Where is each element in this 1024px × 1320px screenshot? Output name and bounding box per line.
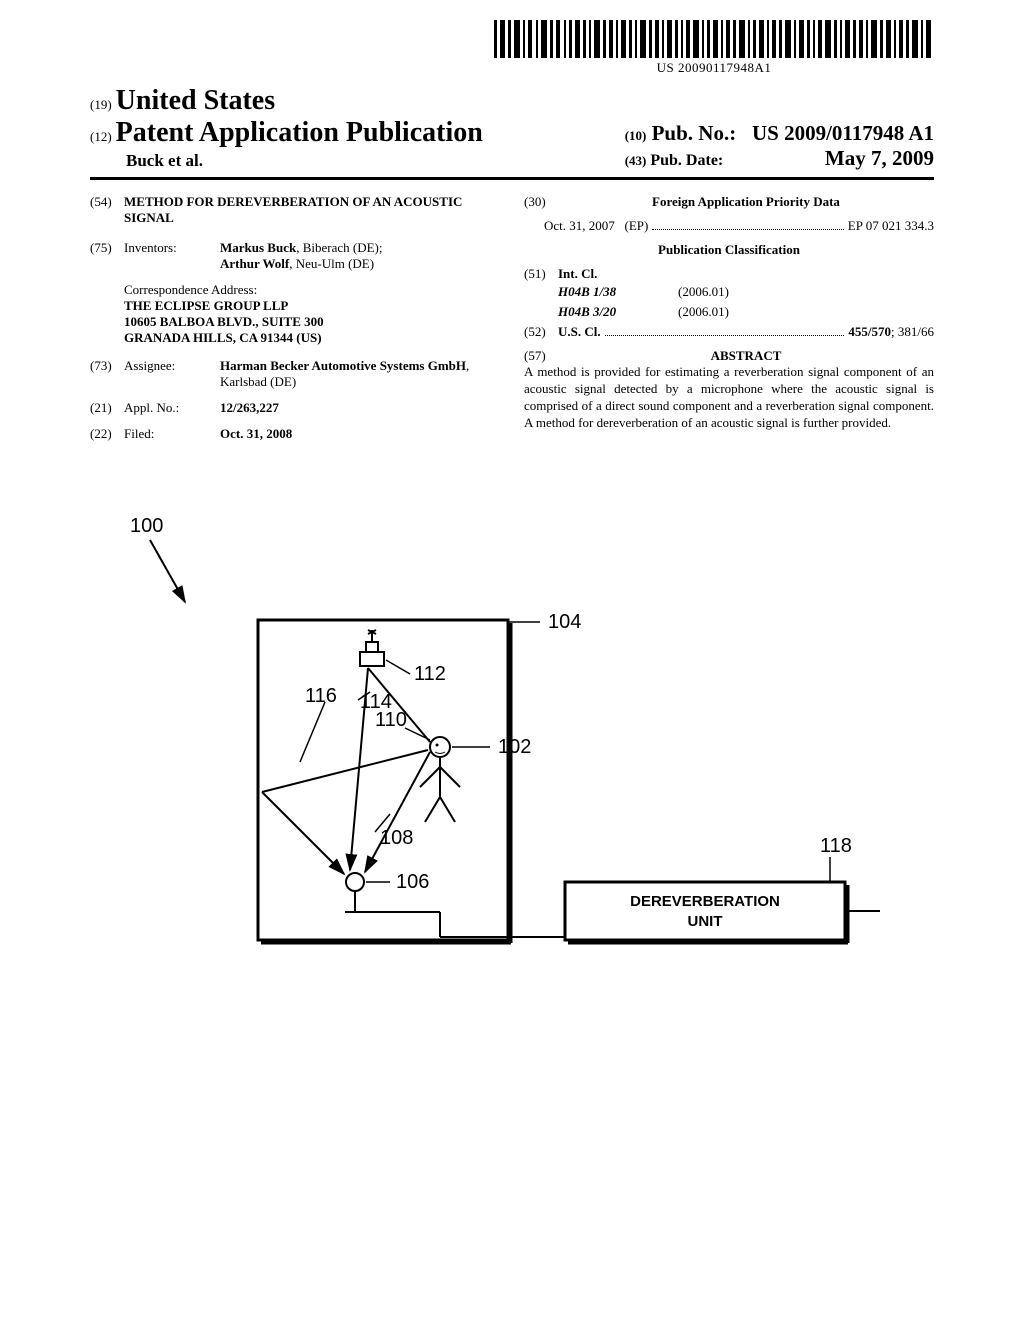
field-73: (73) (90, 358, 124, 374)
pub-date: May 7, 2009 (825, 146, 934, 171)
foreign-country: (EP) (625, 218, 649, 234)
field-30: (30) (524, 194, 558, 218)
field-10: (10) (625, 128, 647, 143)
pub-no-label: Pub. No.: (652, 121, 737, 145)
biblio-columns: (54) METHOD FOR DEREVERBERATION OF AN AC… (90, 194, 934, 452)
field-43: (43) (625, 153, 647, 168)
intcl-label: Int. Cl. (558, 266, 597, 281)
filed-date: Oct. 31, 2008 (220, 426, 292, 441)
field-22: (22) (90, 426, 124, 442)
header-left: (19) United States (12) Patent Applicati… (90, 85, 483, 171)
inventors-value: Markus Buck, Biberach (DE); Arthur Wolf,… (220, 240, 500, 272)
intcl-2-date: (2006.01) (678, 304, 729, 320)
inventor-2: Arthur Wolf (220, 256, 289, 271)
assignee-value: Harman Becker Automotive Systems GmbH, K… (220, 358, 500, 390)
field-21: (21) (90, 400, 124, 416)
intcl-1-date: (2006.01) (678, 284, 729, 300)
corr-line-1: THE ECLIPSE GROUP LLP (124, 298, 288, 313)
abstract-text: A method is provided for estimating a re… (524, 364, 934, 432)
abstract-heading: ABSTRACT (558, 348, 934, 364)
inventor-1: Markus Buck (220, 240, 296, 255)
ref-118: 118 (820, 835, 852, 857)
ref-104: 104 (548, 611, 581, 633)
field-19: (19) (90, 97, 112, 112)
figure-svg: 100 104 112 (90, 502, 934, 972)
assignee-label: Assignee: (124, 358, 220, 374)
left-column: (54) METHOD FOR DEREVERBERATION OF AN AC… (90, 194, 500, 452)
authors: Buck et al. (126, 151, 483, 171)
uscl-main: 455/570 (848, 324, 891, 340)
corr-label: Correspondence Address: (124, 282, 500, 298)
header-right: (10) Pub. No.: US 2009/0117948 A1 (43) P… (625, 121, 934, 171)
corr-line-2: 10605 BALBOA BLVD., SUITE 300 (124, 314, 324, 329)
field-54: (54) (90, 194, 124, 210)
uscl-rest: ; 381/66 (891, 324, 934, 340)
assignee-name: Harman Becker Automotive Systems GmbH (220, 358, 466, 373)
barcode-area: US 20090117948A1 (90, 20, 934, 77)
header: (19) United States (12) Patent Applicati… (90, 85, 934, 180)
inventors-label: Inventors: (124, 240, 220, 256)
appl-no-label: Appl. No.: (124, 400, 220, 416)
right-column: (30) Foreign Application Priority Data O… (524, 194, 934, 452)
field-57: (57) (524, 348, 558, 364)
invention-title: METHOD FOR DEREVERBERATION OF AN ACOUSTI… (124, 194, 500, 226)
foreign-appnum: EP 07 021 334.3 (848, 218, 934, 234)
field-12: (12) (90, 129, 112, 144)
ref-114: 114 (360, 691, 392, 713)
country: United States (116, 85, 275, 116)
intcl-1: H04B 1/38 (558, 284, 616, 299)
foreign-date: Oct. 31, 2007 (544, 218, 615, 234)
field-75: (75) (90, 240, 124, 256)
intcl-2: H04B 3/20 (558, 304, 616, 319)
ref-100: 100 (130, 515, 163, 537)
field-52: (52) (524, 324, 558, 340)
pub-date-label: Pub. Date: (650, 152, 723, 169)
ref-116: 116 (305, 685, 337, 707)
ref-108: 108 (380, 827, 413, 849)
uscl-label: U.S. Cl. (558, 324, 601, 340)
unit-label-1: DEREVERBERATION (630, 893, 780, 910)
dotted-leader (652, 219, 843, 230)
filed-label: Filed: (124, 426, 220, 442)
appl-no: 12/263,227 (220, 400, 279, 415)
publication-type: Patent Application Publication (116, 117, 483, 148)
foreign-priority-heading: Foreign Application Priority Data (558, 194, 934, 210)
correspondence-address: Correspondence Address: THE ECLIPSE GROU… (124, 282, 500, 346)
barcode: US 20090117948A1 (494, 20, 934, 76)
ref-106: 106 (396, 871, 429, 893)
patent-page: US 20090117948A1 (19) United States (12)… (0, 0, 1024, 1320)
ref-102: 102 (498, 736, 531, 758)
barcode-number: US 20090117948A1 (494, 60, 934, 76)
ref-112: 112 (414, 663, 446, 685)
corr-line-3: GRANADA HILLS, CA 91344 (US) (124, 330, 322, 345)
figure: 100 104 112 (90, 502, 934, 982)
pub-no: US 2009/0117948 A1 (752, 121, 934, 145)
pub-class-heading: Publication Classification (524, 242, 934, 258)
barcode-svg (494, 20, 934, 58)
unit-label-2: UNIT (688, 913, 723, 930)
dotted-leader-2 (605, 325, 845, 336)
field-51: (51) (524, 266, 558, 282)
